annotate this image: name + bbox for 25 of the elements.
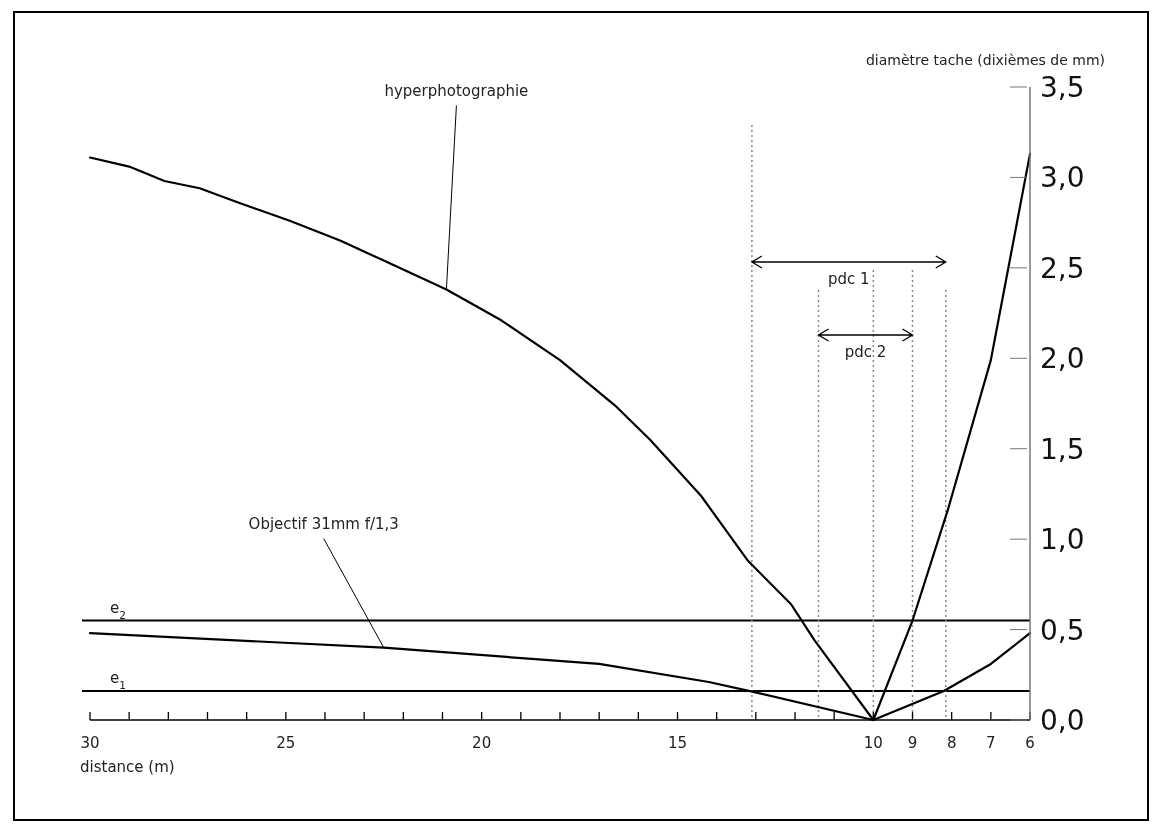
- y-axis-title: diamètre tache (dixièmes de mm): [865, 52, 1105, 68]
- ref-line-label: e$_{2}$: [110, 598, 126, 621]
- x-tick-label: 6: [1025, 734, 1035, 752]
- y-tick-label: 0,5: [1040, 613, 1085, 647]
- text: hyperphotographie: [384, 81, 529, 100]
- y-tick-label: 3,0: [1040, 161, 1085, 195]
- y-tick-label: 0,0: [1040, 704, 1085, 737]
- y-tick-label: 1,5: [1040, 432, 1085, 466]
- x-tick-label: 10: [863, 734, 883, 752]
- x-axis-title: distance (m): [80, 758, 175, 776]
- x-tick-label: 8: [946, 734, 957, 752]
- y-tick-label: 3,5: [1040, 71, 1085, 104]
- x-tick-label: 9: [907, 734, 918, 752]
- x-tick-label: 25: [276, 734, 296, 752]
- text: Objectif 31mm f/1,3: [248, 514, 399, 533]
- x-tick-label: 7: [986, 734, 996, 752]
- x-tick-label: 20: [472, 734, 492, 752]
- annotation: pdc 2: [844, 343, 887, 361]
- x-tick-label: 15: [667, 734, 688, 752]
- ref-line-label: e$_{1}$: [110, 669, 126, 692]
- x-tick-label: 30: [80, 734, 100, 752]
- annotation: pdc 1: [828, 270, 870, 288]
- y-tick-label: 2,0: [1040, 342, 1085, 376]
- y-tick-label: 2,5: [1040, 251, 1085, 285]
- y-tick-label: 1,0: [1040, 523, 1085, 557]
